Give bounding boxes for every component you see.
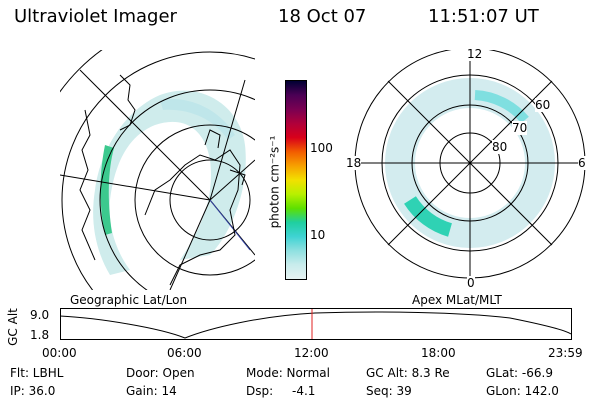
mlat-label-60: 60 [535, 98, 551, 112]
colorbar-unit-label: photon cm⁻²s⁻¹ [267, 135, 282, 229]
mlt-label-12: 12 [467, 47, 483, 61]
altitude-ytick-1: 1.8 [30, 328, 50, 342]
altitude-xtick-0600: 06:00 [167, 346, 202, 360]
apex-polar-plot [354, 50, 586, 279]
geo-aurora-bright [100, 145, 114, 235]
mlat-label-70: 70 [512, 121, 528, 135]
altitude-xtick-1800: 18:00 [421, 346, 456, 360]
info-gain: Gain: 14 [126, 384, 177, 398]
geographic-label: Geographic Lat/Lon [70, 293, 188, 307]
header-time: 11:51:07 UT [428, 6, 539, 27]
info-door: Door: Open [126, 366, 195, 380]
altitude-ytick-9: 9.0 [30, 308, 50, 322]
colorbar [285, 80, 307, 280]
apex-aurora-bright [404, 196, 453, 237]
altitude-ylabel: GC Alt [5, 308, 20, 346]
info-glon: GLon: 142.0 [486, 384, 559, 398]
colorbar-tick-100: 100 [310, 141, 333, 155]
altitude-xtick-0000: 00:00 [42, 346, 77, 360]
mlt-label-0: 0 [467, 276, 475, 290]
altitude-curve [60, 311, 572, 339]
info-dsp-value: -4.1 [292, 384, 316, 398]
mlt-label-6: 6 [578, 156, 586, 170]
mlat-label-80: 80 [492, 140, 508, 154]
altitude-plot [60, 308, 572, 340]
info-mode: Mode: Normal [246, 366, 330, 380]
app-title: Ultraviolet Imager [14, 6, 177, 27]
mlt-label-18: 18 [346, 156, 362, 170]
altitude-xtick-2359: 23:59 [548, 346, 583, 360]
apex-label: Apex MLat/MLT [412, 293, 502, 307]
info-ip: IP: 36.0 [10, 384, 56, 398]
header-date: 18 Oct 07 [278, 6, 367, 27]
geographic-map [60, 50, 255, 290]
info-flt: Flt: LBHL [10, 366, 64, 380]
info-seq: Seq: 39 [366, 384, 412, 398]
altitude-xtick-1200: 12:00 [294, 346, 329, 360]
info-gcalt: GC Alt: 8.3 Re [366, 366, 450, 380]
info-glat: GLat: -66.9 [486, 366, 553, 380]
colorbar-tick-10: 10 [310, 228, 326, 242]
info-dsp-label: Dsp: [246, 384, 274, 398]
